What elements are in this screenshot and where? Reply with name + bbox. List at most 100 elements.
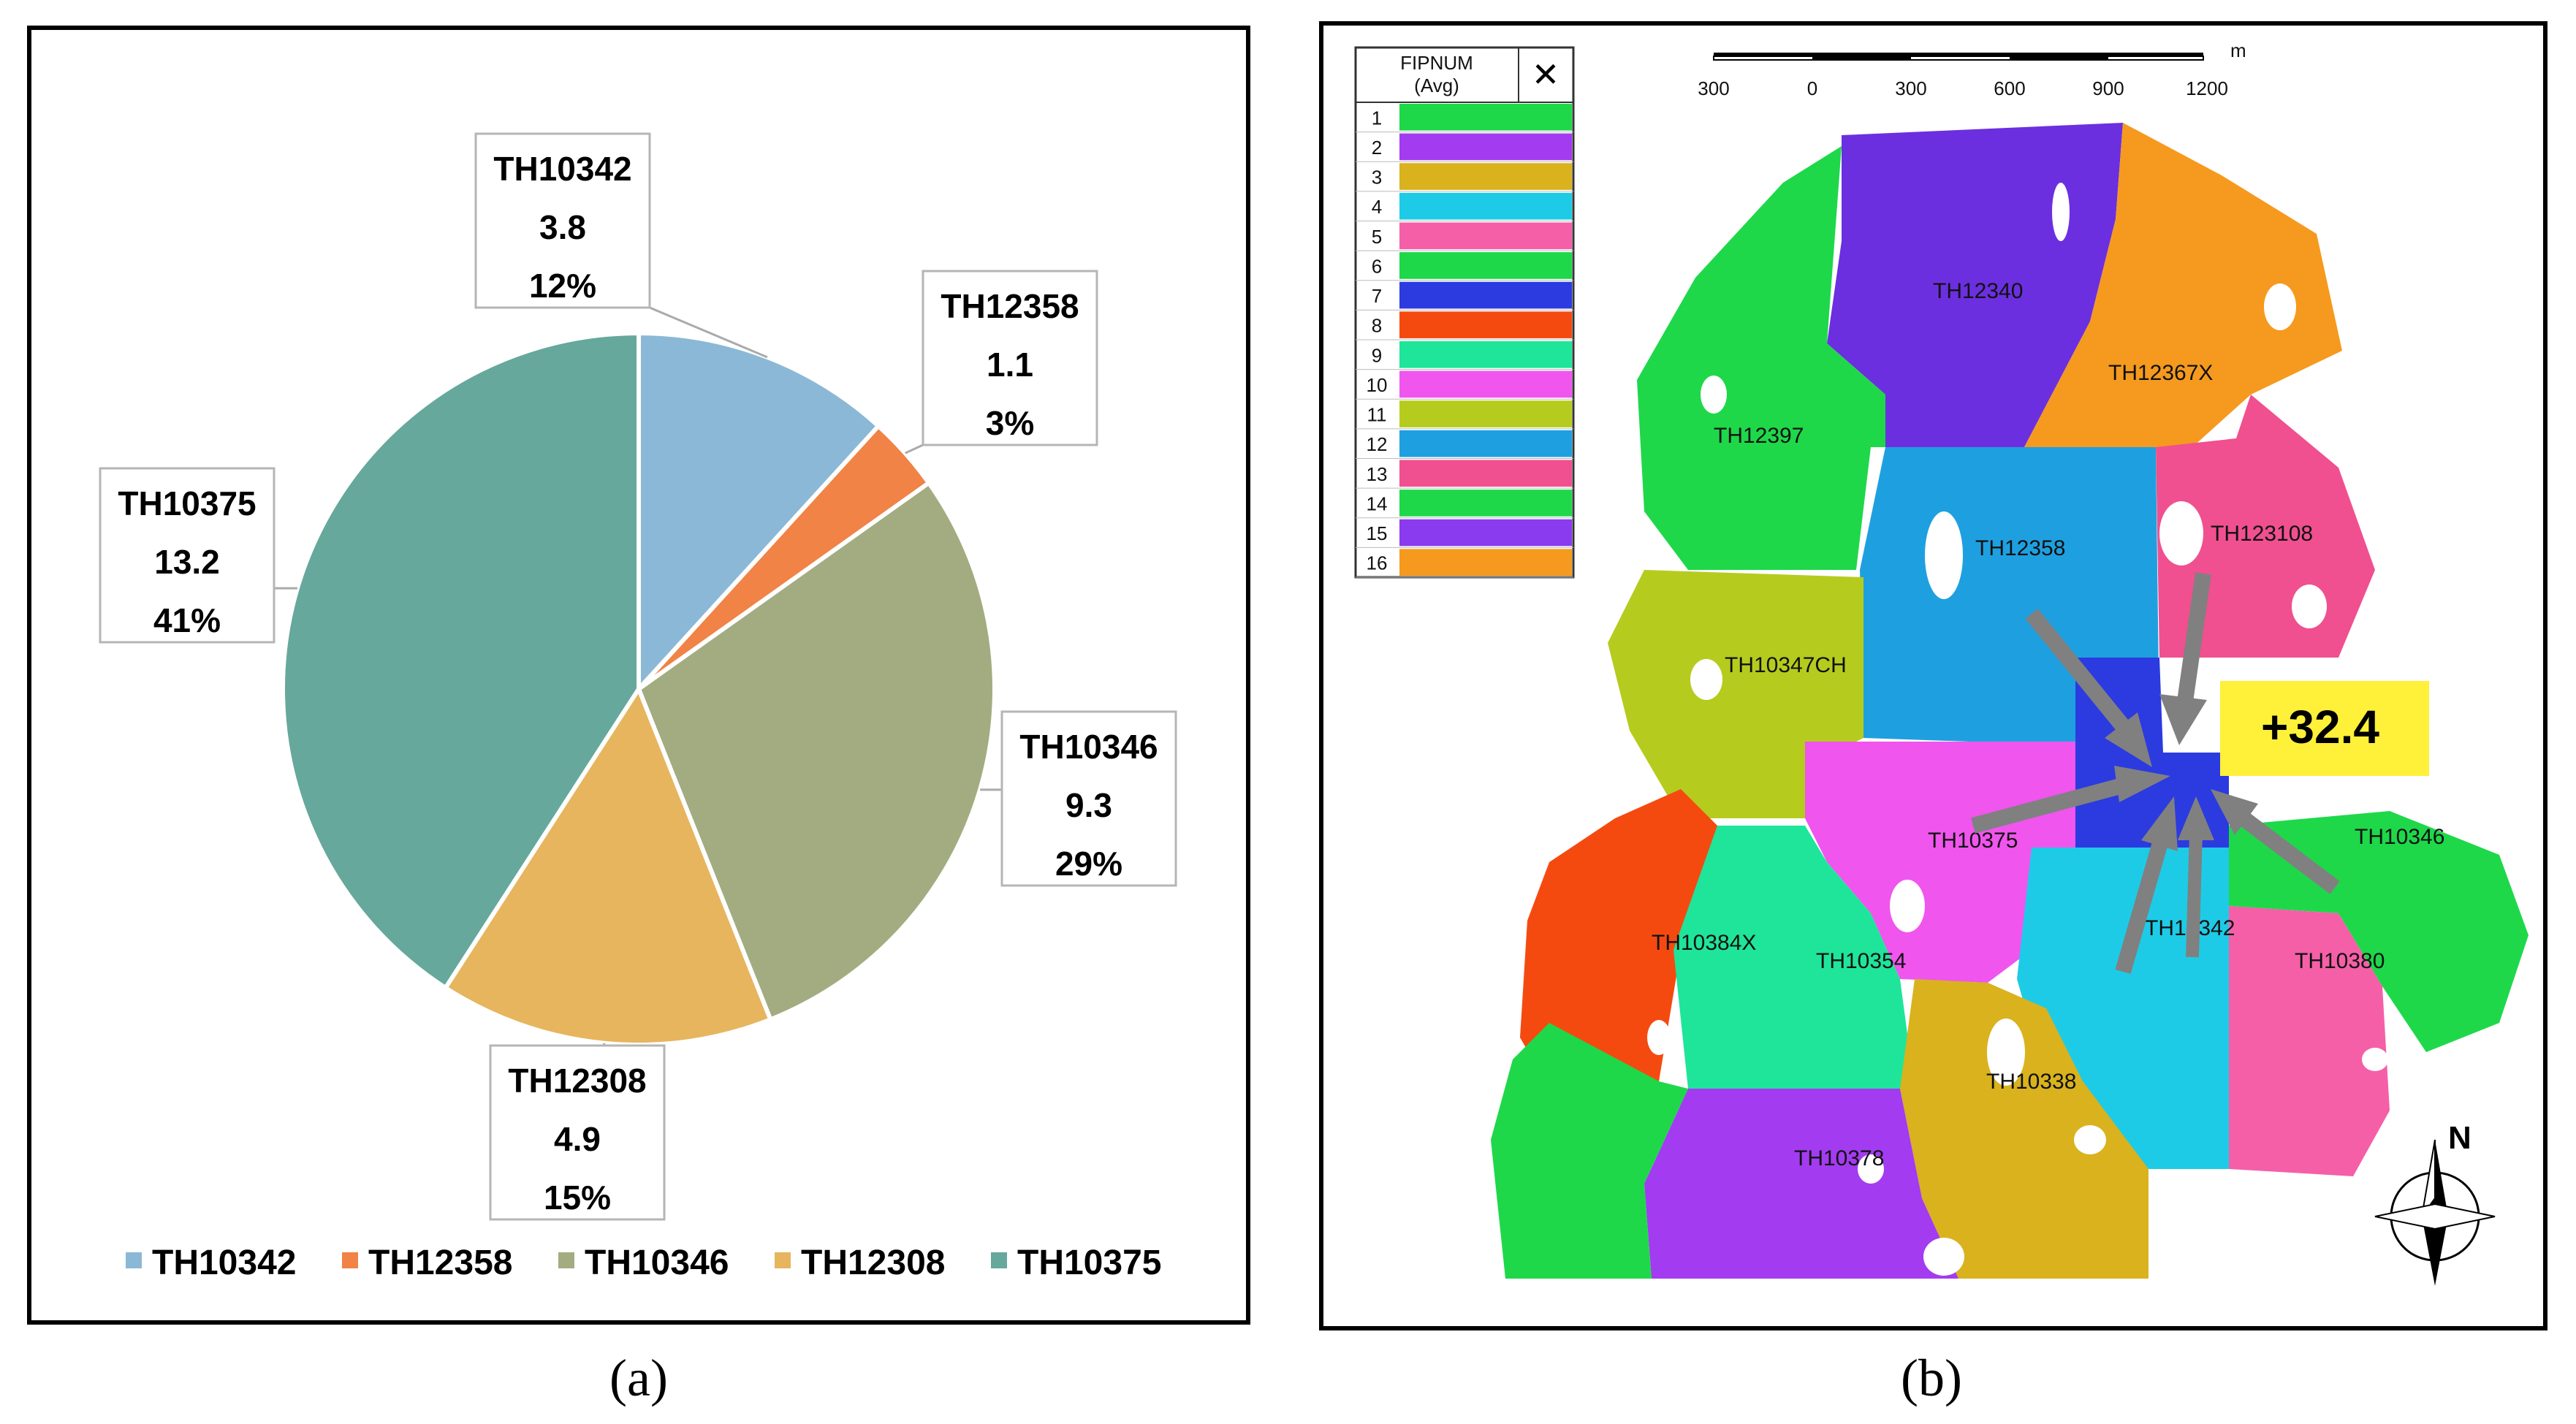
- callout-name: TH10342: [493, 150, 631, 188]
- caption-a: (a): [609, 1349, 668, 1407]
- pie-slice-TH10375: [281, 330, 641, 991]
- fipnum-label: 2: [1372, 137, 1382, 159]
- annotation-value: +32.4: [2261, 701, 2379, 753]
- well-label: TH10380: [2295, 949, 2385, 973]
- fipnum-label: 16: [1367, 552, 1388, 574]
- fipnum-label: 15: [1367, 522, 1388, 544]
- pie-legend: TH10342 TH12358 TH10346 TH12308 TH10375: [126, 1244, 1161, 1282]
- legend-swatch: [775, 1252, 791, 1268]
- fipnum-swatch: [1399, 519, 1572, 547]
- fipnum-title: FIPNUM: [1400, 52, 1473, 74]
- callout-leader: [905, 443, 924, 454]
- north-arrow-icon: N: [2374, 1120, 2496, 1286]
- close-icon[interactable]: ✕: [1532, 56, 1560, 94]
- legend-label: TH12308: [801, 1244, 945, 1282]
- callout-name: TH12308: [508, 1062, 646, 1100]
- legend-label: TH10346: [585, 1244, 729, 1282]
- callout-box: [99, 467, 276, 644]
- region-TH12397: [1637, 146, 1885, 570]
- map-holes: [1647, 183, 2388, 1276]
- fipnum-label: 14: [1367, 492, 1388, 514]
- region-TH10338: [1900, 979, 2148, 1279]
- fipnum-swatch: [1399, 192, 1572, 220]
- scale-tick-label: 600: [1994, 77, 2025, 99]
- fipnum-swatch: [1399, 163, 1572, 190]
- fipnum-swatch: [1399, 311, 1572, 338]
- pie-slice-TH10346: [636, 479, 997, 1023]
- fipnum-swatch: [1399, 460, 1572, 487]
- fipnum-label: 6: [1372, 255, 1382, 277]
- callout-box: [922, 270, 1098, 446]
- scale-tick-label: 300: [1698, 77, 1729, 99]
- fipnum-label: 4: [1372, 196, 1382, 218]
- region-TH10384X: [1520, 789, 1717, 1089]
- caption-b: (b): [1901, 1349, 1962, 1407]
- well-labels: TH12340 TH12367X TH12397 TH12358 TH12310…: [1652, 279, 2444, 1170]
- well-label: TH12358: [1975, 536, 2065, 560]
- north-label: N: [2448, 1120, 2471, 1156]
- fipnum-label: 1: [1372, 107, 1382, 129]
- fipnum-swatch: [1399, 549, 1572, 576]
- scale-tick-label: 900: [2092, 77, 2124, 99]
- legend-label: TH12358: [368, 1244, 512, 1282]
- fipnum-swatch: [1399, 430, 1572, 457]
- region-TH12367X: [2024, 123, 2342, 447]
- well-label: TH10378: [1794, 1146, 1884, 1170]
- annotation-box: [2220, 681, 2429, 776]
- well-label: TH12340: [1933, 279, 2023, 303]
- fipnum-label: 7: [1372, 285, 1382, 307]
- reservoir-map: [1491, 123, 2528, 1279]
- legend-swatch: [342, 1252, 358, 1268]
- legend-swatch: [991, 1252, 1007, 1268]
- callout-box: [489, 1044, 666, 1221]
- fipnum-label: 8: [1372, 315, 1382, 337]
- callout-value: 13.2: [154, 543, 220, 581]
- fipnum-swatch: [1399, 370, 1572, 398]
- fipnum-swatch: [1399, 281, 1572, 309]
- callout-name: TH10346: [1019, 728, 1158, 766]
- fipnum-swatch: [1399, 104, 1572, 131]
- region-TH10378: [1644, 1089, 1958, 1279]
- legend-label: TH10375: [1017, 1244, 1161, 1282]
- pie-slice-TH10342: [637, 330, 882, 695]
- fipnum-swatch: [1399, 222, 1572, 250]
- pie-callouts: TH10342 3.8 12% TH12358 1.1 3% TH10346 9.3 29% TH…: [99, 132, 1177, 1221]
- region-TH10354: [1673, 826, 1915, 1089]
- callout-name: TH10375: [118, 484, 256, 522]
- region-TH10380: [2229, 906, 2390, 1176]
- callout-percent: 41%: [153, 601, 221, 639]
- callout-percent: 12%: [529, 267, 596, 305]
- callout-percent: 29%: [1055, 845, 1122, 883]
- callout-box: [1000, 710, 1177, 887]
- fipnum-label: 12: [1367, 433, 1388, 455]
- callout-value: 1.1: [987, 346, 1033, 384]
- fipnum-label: 11: [1367, 404, 1387, 426]
- callout-leader: [649, 306, 768, 359]
- flow-arrows: [1971, 572, 2340, 975]
- legend-label: TH10342: [152, 1244, 296, 1282]
- scale-tick-label: 1200: [2186, 77, 2228, 99]
- region-TH10375: [1805, 742, 2075, 983]
- scale-bar: 300 0 300 600 900 1200 m: [1698, 39, 2246, 99]
- pie-slice-TH12308: [442, 684, 774, 1047]
- fipnum-swatch: [1399, 400, 1572, 427]
- fipnum-label: 13: [1367, 463, 1388, 485]
- callout-value: 9.3: [1065, 786, 1112, 824]
- well-label: TH12367X: [2108, 361, 2213, 385]
- well-label: TH123108: [2211, 522, 2313, 546]
- fipnum-label: 5: [1372, 226, 1382, 248]
- well-label: TH10347CH: [1725, 653, 1847, 677]
- fipnum-swatch: [1399, 341, 1572, 368]
- region-TH12340: [1827, 123, 2123, 447]
- region-southwest: [1491, 1023, 1688, 1279]
- callout-percent: 3%: [986, 404, 1034, 442]
- pie-chart: [281, 330, 997, 1047]
- fipnum-label: 3: [1372, 167, 1382, 189]
- scale-tick-label: 300: [1895, 77, 1926, 99]
- callout-name: TH12358: [941, 287, 1079, 325]
- fipnum-label: 9: [1372, 344, 1382, 366]
- callout-percent: 15%: [544, 1179, 611, 1217]
